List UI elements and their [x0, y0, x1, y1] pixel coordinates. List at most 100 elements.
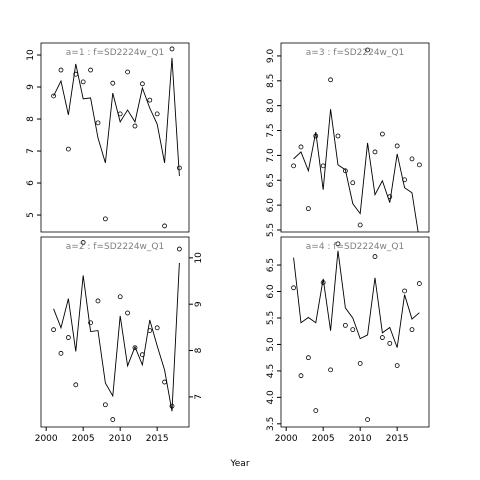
- y-tick-label: 7: [194, 394, 204, 400]
- point: [342, 168, 348, 174]
- x-tick-label: 2000: [275, 434, 298, 444]
- fit-line: [53, 262, 180, 412]
- point: [58, 67, 64, 73]
- y-tick-label: 8.5: [266, 74, 276, 88]
- point: [110, 80, 116, 86]
- point: [409, 156, 415, 162]
- point: [95, 298, 101, 304]
- strip-title: a=1 : f=SD2224w_Q1: [66, 48, 164, 58]
- point: [162, 379, 167, 385]
- panel: [51, 46, 182, 229]
- strip-title: a=3 : f=SD2224w_Q1: [306, 48, 404, 58]
- point: [416, 162, 422, 168]
- point: [154, 325, 160, 331]
- y-tick-label: 6.5: [266, 258, 276, 272]
- panel-frame: [40, 236, 190, 428]
- point: [328, 367, 333, 373]
- point: [65, 146, 71, 152]
- strip-title: a=2 : f=SD2224w_Q1: [66, 242, 164, 252]
- point: [313, 408, 319, 413]
- point: [110, 417, 116, 422]
- point: [372, 149, 378, 155]
- point: [320, 163, 326, 169]
- panel: [51, 240, 182, 422]
- y-tick-label: 7: [26, 148, 36, 154]
- point: [132, 123, 138, 129]
- y-tick-label: 8: [194, 347, 204, 353]
- point: [139, 81, 145, 87]
- point: [95, 120, 101, 126]
- point: [350, 180, 356, 186]
- point: [88, 67, 93, 73]
- point: [51, 93, 56, 99]
- point: [88, 320, 93, 326]
- x-tick-label: 2010: [349, 434, 372, 444]
- y-tick-label: 6: [26, 180, 36, 186]
- panel: [291, 47, 422, 232]
- point: [169, 46, 175, 52]
- point: [365, 47, 370, 53]
- y-tick-label: 9: [26, 84, 36, 90]
- y-tick-label: 7.5: [266, 123, 276, 137]
- point: [335, 241, 341, 247]
- point: [387, 340, 393, 346]
- y-tick-label: 3.5: [266, 417, 276, 431]
- point: [58, 350, 64, 356]
- point: [335, 133, 341, 139]
- point: [394, 143, 400, 149]
- point: [342, 322, 348, 328]
- y-tick-label: 10: [194, 252, 204, 264]
- point: [394, 363, 400, 369]
- x-tick-label: 2015: [386, 434, 409, 444]
- point: [102, 402, 108, 408]
- y-tick-label: 6.0: [266, 284, 276, 299]
- y-tick-label: 9.0: [266, 49, 276, 64]
- x-tick-label: 2015: [146, 434, 169, 444]
- point: [416, 281, 422, 286]
- point: [291, 163, 296, 169]
- point: [350, 327, 356, 333]
- fit-line: [293, 109, 419, 232]
- point: [176, 246, 182, 252]
- y-tick-label: 4.0: [266, 390, 276, 405]
- point: [80, 79, 86, 85]
- point: [51, 327, 56, 333]
- y-tick-label: 8: [26, 116, 36, 122]
- point: [402, 288, 407, 294]
- point: [328, 77, 333, 83]
- point: [162, 223, 167, 229]
- fit-line: [53, 57, 180, 177]
- point: [298, 373, 304, 379]
- point: [102, 216, 108, 222]
- x-tick-label: 2010: [109, 434, 132, 444]
- x-tick-label: 2005: [312, 434, 335, 444]
- panel: [291, 241, 422, 422]
- panel-frame: [280, 42, 430, 233]
- point: [125, 310, 130, 316]
- point: [73, 382, 79, 388]
- point: [298, 144, 304, 150]
- point: [305, 206, 311, 212]
- point: [147, 97, 153, 103]
- y-tick-label: 8.0: [266, 98, 276, 113]
- panel-frame: [40, 42, 190, 233]
- point: [357, 222, 363, 228]
- y-tick-label: 5.5: [266, 311, 276, 325]
- point: [365, 417, 370, 422]
- point: [80, 240, 86, 245]
- y-tick-label: 6.5: [266, 173, 276, 187]
- point: [372, 254, 378, 259]
- x-axis-label: Year: [229, 459, 249, 469]
- y-tick-label: 10: [26, 49, 36, 61]
- point: [65, 335, 71, 340]
- strip-title: a=4 : f=SD2224w_Q1: [306, 242, 404, 252]
- y-tick-label: 5.0: [266, 337, 276, 352]
- point: [291, 285, 296, 291]
- point: [154, 111, 160, 117]
- y-tick-label: 6.0: [266, 198, 276, 213]
- y-tick-label: 7.0: [266, 148, 276, 163]
- point: [379, 131, 385, 137]
- y-tick-label: 9: [194, 301, 204, 307]
